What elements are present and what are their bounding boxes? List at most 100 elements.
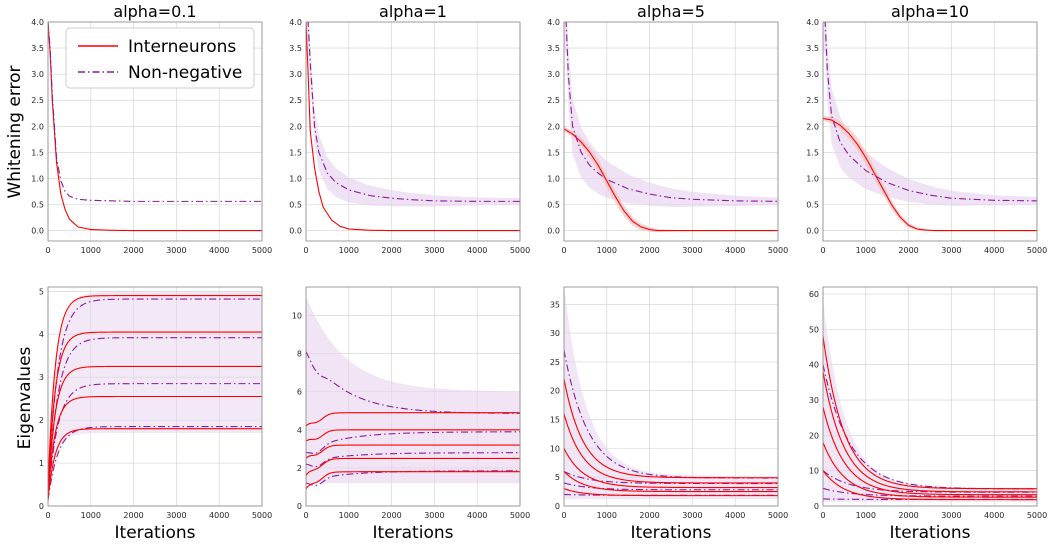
y-tick-label: 3 bbox=[39, 373, 44, 382]
x-tick-label: 1000 bbox=[856, 246, 876, 255]
y-tick-label: 10 bbox=[809, 467, 819, 476]
x-tick-label: 3000 bbox=[941, 511, 961, 520]
x-tick-label: 5000 bbox=[510, 511, 530, 520]
plot-area bbox=[823, 22, 1037, 232]
nonnegative-eigen-line bbox=[48, 426, 262, 500]
y-tick-label: 60 bbox=[809, 290, 819, 299]
y-tick-label: 4 bbox=[297, 426, 302, 435]
x-tick-label: 0 bbox=[561, 246, 566, 255]
panel-frame bbox=[563, 21, 779, 242]
plot-area bbox=[48, 291, 262, 500]
y-tick-label: 25 bbox=[550, 358, 560, 367]
nonnegative-line bbox=[564, 22, 778, 202]
interneurons-eigen-line bbox=[306, 444, 520, 459]
interneurons-eigen-line bbox=[823, 470, 1037, 501]
y-tick-label: 5 bbox=[555, 473, 560, 482]
y-tick-label: 4.0 bbox=[289, 18, 302, 27]
eigen-band bbox=[564, 287, 778, 500]
y-tick-label: 5 bbox=[39, 287, 44, 296]
y-tick-label: 2 bbox=[297, 464, 302, 473]
y-tick-label: 30 bbox=[809, 396, 819, 405]
nonnegative-eigen-line bbox=[564, 470, 778, 485]
panel-6: 0 1000 2000 3000 4000 5000 0 2 4 6 8 10 Iterations bbox=[292, 286, 530, 543]
x-tick-label: 5000 bbox=[768, 246, 788, 255]
y-tick-label: 0.5 bbox=[806, 201, 819, 210]
y-tick-label: 4 bbox=[39, 330, 44, 339]
x-tick-label: 3000 bbox=[682, 511, 702, 520]
interneurons-band bbox=[823, 116, 1037, 232]
y-tick-label: 2.0 bbox=[289, 122, 302, 131]
x-tick-label: 5000 bbox=[1027, 511, 1047, 520]
interneurons-line bbox=[48, 22, 262, 232]
y-tick-label: 1.0 bbox=[806, 174, 819, 183]
eigen-band bbox=[306, 296, 520, 484]
panel-4: 0 1000 2000 3000 4000 5000 0.0 0.5 1.0 1.5 2.0 2.5 3… bbox=[806, 2, 1047, 255]
y-tick-label: 0.5 bbox=[547, 201, 560, 210]
interneurons-eigen-line bbox=[564, 488, 778, 497]
panel-7: 0 1000 2000 3000 4000 5000 0 5 10 15 20 25 30 35 Itera… bbox=[550, 286, 788, 543]
x-tick-label: 4000 bbox=[984, 246, 1004, 255]
interneurons-line bbox=[823, 117, 1037, 232]
y-tick-label: 0.0 bbox=[806, 227, 819, 236]
y-tick-label: 2.5 bbox=[806, 96, 819, 105]
x-tick-label: 2000 bbox=[898, 511, 918, 520]
nonnegative-band bbox=[564, 22, 778, 207]
plot-area bbox=[823, 300, 1037, 502]
y-tick-label: 3.0 bbox=[547, 70, 560, 79]
y-tick-label: 1 bbox=[39, 459, 44, 468]
y-tick-label: 0 bbox=[555, 502, 560, 511]
x-tick-label: 0 bbox=[45, 511, 50, 520]
x-tick-label: 1000 bbox=[339, 511, 359, 520]
row-label-eigenvalues: Eigenvalues bbox=[15, 346, 35, 449]
y-tick-label: 2.0 bbox=[806, 122, 819, 131]
x-tick-label: 5000 bbox=[252, 511, 272, 520]
legend-label-interneurons: Interneurons bbox=[128, 37, 236, 57]
x-tick-label: 4000 bbox=[984, 511, 1004, 520]
y-tick-label: 0.0 bbox=[547, 227, 560, 236]
y-tick-label: 50 bbox=[809, 325, 819, 334]
eigen-band bbox=[48, 291, 262, 485]
x-tick-label: 0 bbox=[303, 511, 308, 520]
x-tick-label: 1000 bbox=[597, 246, 617, 255]
interneurons-eigen-line bbox=[48, 365, 262, 495]
y-tick-label: 6 bbox=[297, 388, 302, 397]
x-tick-label: 0 bbox=[820, 511, 825, 520]
interneurons-band bbox=[564, 126, 778, 233]
x-tick-label: 4000 bbox=[467, 511, 487, 520]
legend-box bbox=[65, 27, 255, 89]
y-tick-label: 2.0 bbox=[547, 122, 560, 131]
y-tick-label: 35 bbox=[550, 300, 560, 309]
y-tick-label: 0 bbox=[297, 502, 302, 511]
y-tick-label: 4.0 bbox=[806, 18, 819, 27]
plot-area bbox=[564, 287, 778, 500]
y-tick-label: 3.5 bbox=[806, 44, 819, 53]
x-tick-label: 2000 bbox=[381, 246, 401, 255]
y-tick-label: 0.0 bbox=[31, 227, 44, 236]
y-tick-label: 3.5 bbox=[547, 44, 560, 53]
x-tick-label: 4000 bbox=[209, 511, 229, 520]
y-tick-label: 1.5 bbox=[547, 148, 560, 157]
panel-frame bbox=[822, 286, 1038, 507]
y-tick-label: 1.0 bbox=[31, 174, 44, 183]
x-tick-label: 5000 bbox=[1027, 246, 1047, 255]
interneurons-eigen-line bbox=[48, 428, 262, 500]
row-label-whitening-error: Whitening error bbox=[5, 65, 25, 198]
interneurons-eigen-line bbox=[48, 331, 262, 493]
interneurons-eigen-line bbox=[306, 457, 520, 476]
nonnegative-eigen-line bbox=[48, 298, 262, 490]
interneurons-eigen-line bbox=[48, 295, 262, 490]
x-tick-label: 4000 bbox=[725, 511, 745, 520]
y-tick-label: 2.5 bbox=[289, 96, 302, 105]
x-tick-label: 4000 bbox=[725, 246, 745, 255]
x-tick-label: 3000 bbox=[424, 511, 444, 520]
interneurons-eigen-line bbox=[48, 395, 262, 498]
x-tick-label: 2000 bbox=[123, 246, 143, 255]
eigen-band bbox=[823, 300, 1037, 502]
x-tick-label: 2000 bbox=[639, 246, 659, 255]
x-tick-label: 3000 bbox=[941, 246, 961, 255]
y-tick-label: 3.5 bbox=[31, 44, 44, 53]
x-axis-label: Iterations bbox=[890, 523, 971, 543]
x-tick-label: 5000 bbox=[252, 246, 272, 255]
panel-frame bbox=[822, 21, 1038, 242]
nonnegative-eigen-line bbox=[306, 431, 520, 454]
